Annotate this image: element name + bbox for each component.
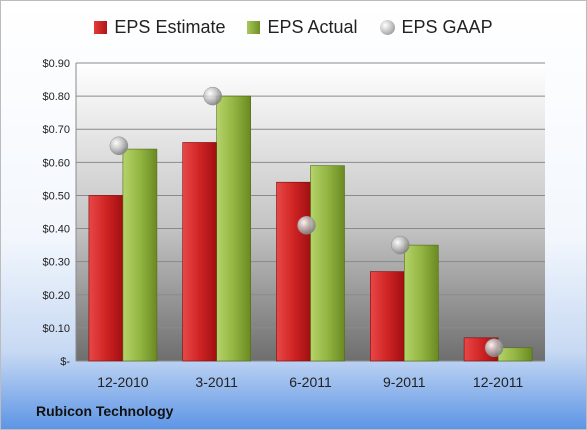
bar-eps-actual [216,95,251,362]
legend-swatch-actual [247,21,261,34]
y-tick-label: $0.50 [42,190,70,202]
y-tick-label: $0.90 [42,58,70,70]
legend-item-estimate: EPS Estimate [94,17,225,38]
y-tick-label: $0.30 [42,257,70,269]
x-tick-label: 9-2011 [383,374,426,390]
point-eps-gaap [297,215,316,235]
legend-item-gaap: EPS GAAP [379,17,493,38]
x-tick-label: 3-2011 [195,374,238,390]
x-tick-label: 12-2011 [473,374,524,390]
x-tick-label: 12-2010 [97,374,149,390]
bar-eps-actual [403,244,439,362]
bar-eps-actual [497,347,533,362]
point-eps-gaap [484,338,504,358]
x-tick-label: 6-2011 [289,374,332,390]
y-tick-label: $0.80 [42,91,70,103]
bar-eps-estimate [276,181,311,362]
legend-swatch-gaap [379,20,395,35]
legend-label-gaap: EPS GAAP [401,17,493,37]
bar-eps-actual [310,165,345,362]
point-eps-gaap [203,86,222,106]
legend-swatch-estimate [94,21,108,34]
y-tick-label: $0.70 [42,124,70,136]
point-eps-gaap [391,235,410,255]
legend-item-actual: EPS Actual [247,17,358,38]
y-tick-label: $0.20 [42,290,70,302]
bar-eps-estimate [88,195,124,362]
company-name: Rubicon Technology [36,403,174,419]
y-tick-label: $0.40 [42,224,70,236]
y-tick-label: $0.10 [42,323,70,335]
legend-label-estimate: EPS Estimate [114,17,226,37]
bar-eps-estimate [369,271,405,362]
point-eps-gaap [109,136,129,156]
y-tick-label: $- [60,356,70,368]
legend: EPS Estimate EPS Actual EPS GAAP [1,17,586,38]
bar-eps-actual [122,148,158,362]
bar-eps-estimate [182,142,217,362]
y-tick-label: $0.60 [42,157,70,169]
legend-label-actual: EPS Actual [267,17,358,37]
